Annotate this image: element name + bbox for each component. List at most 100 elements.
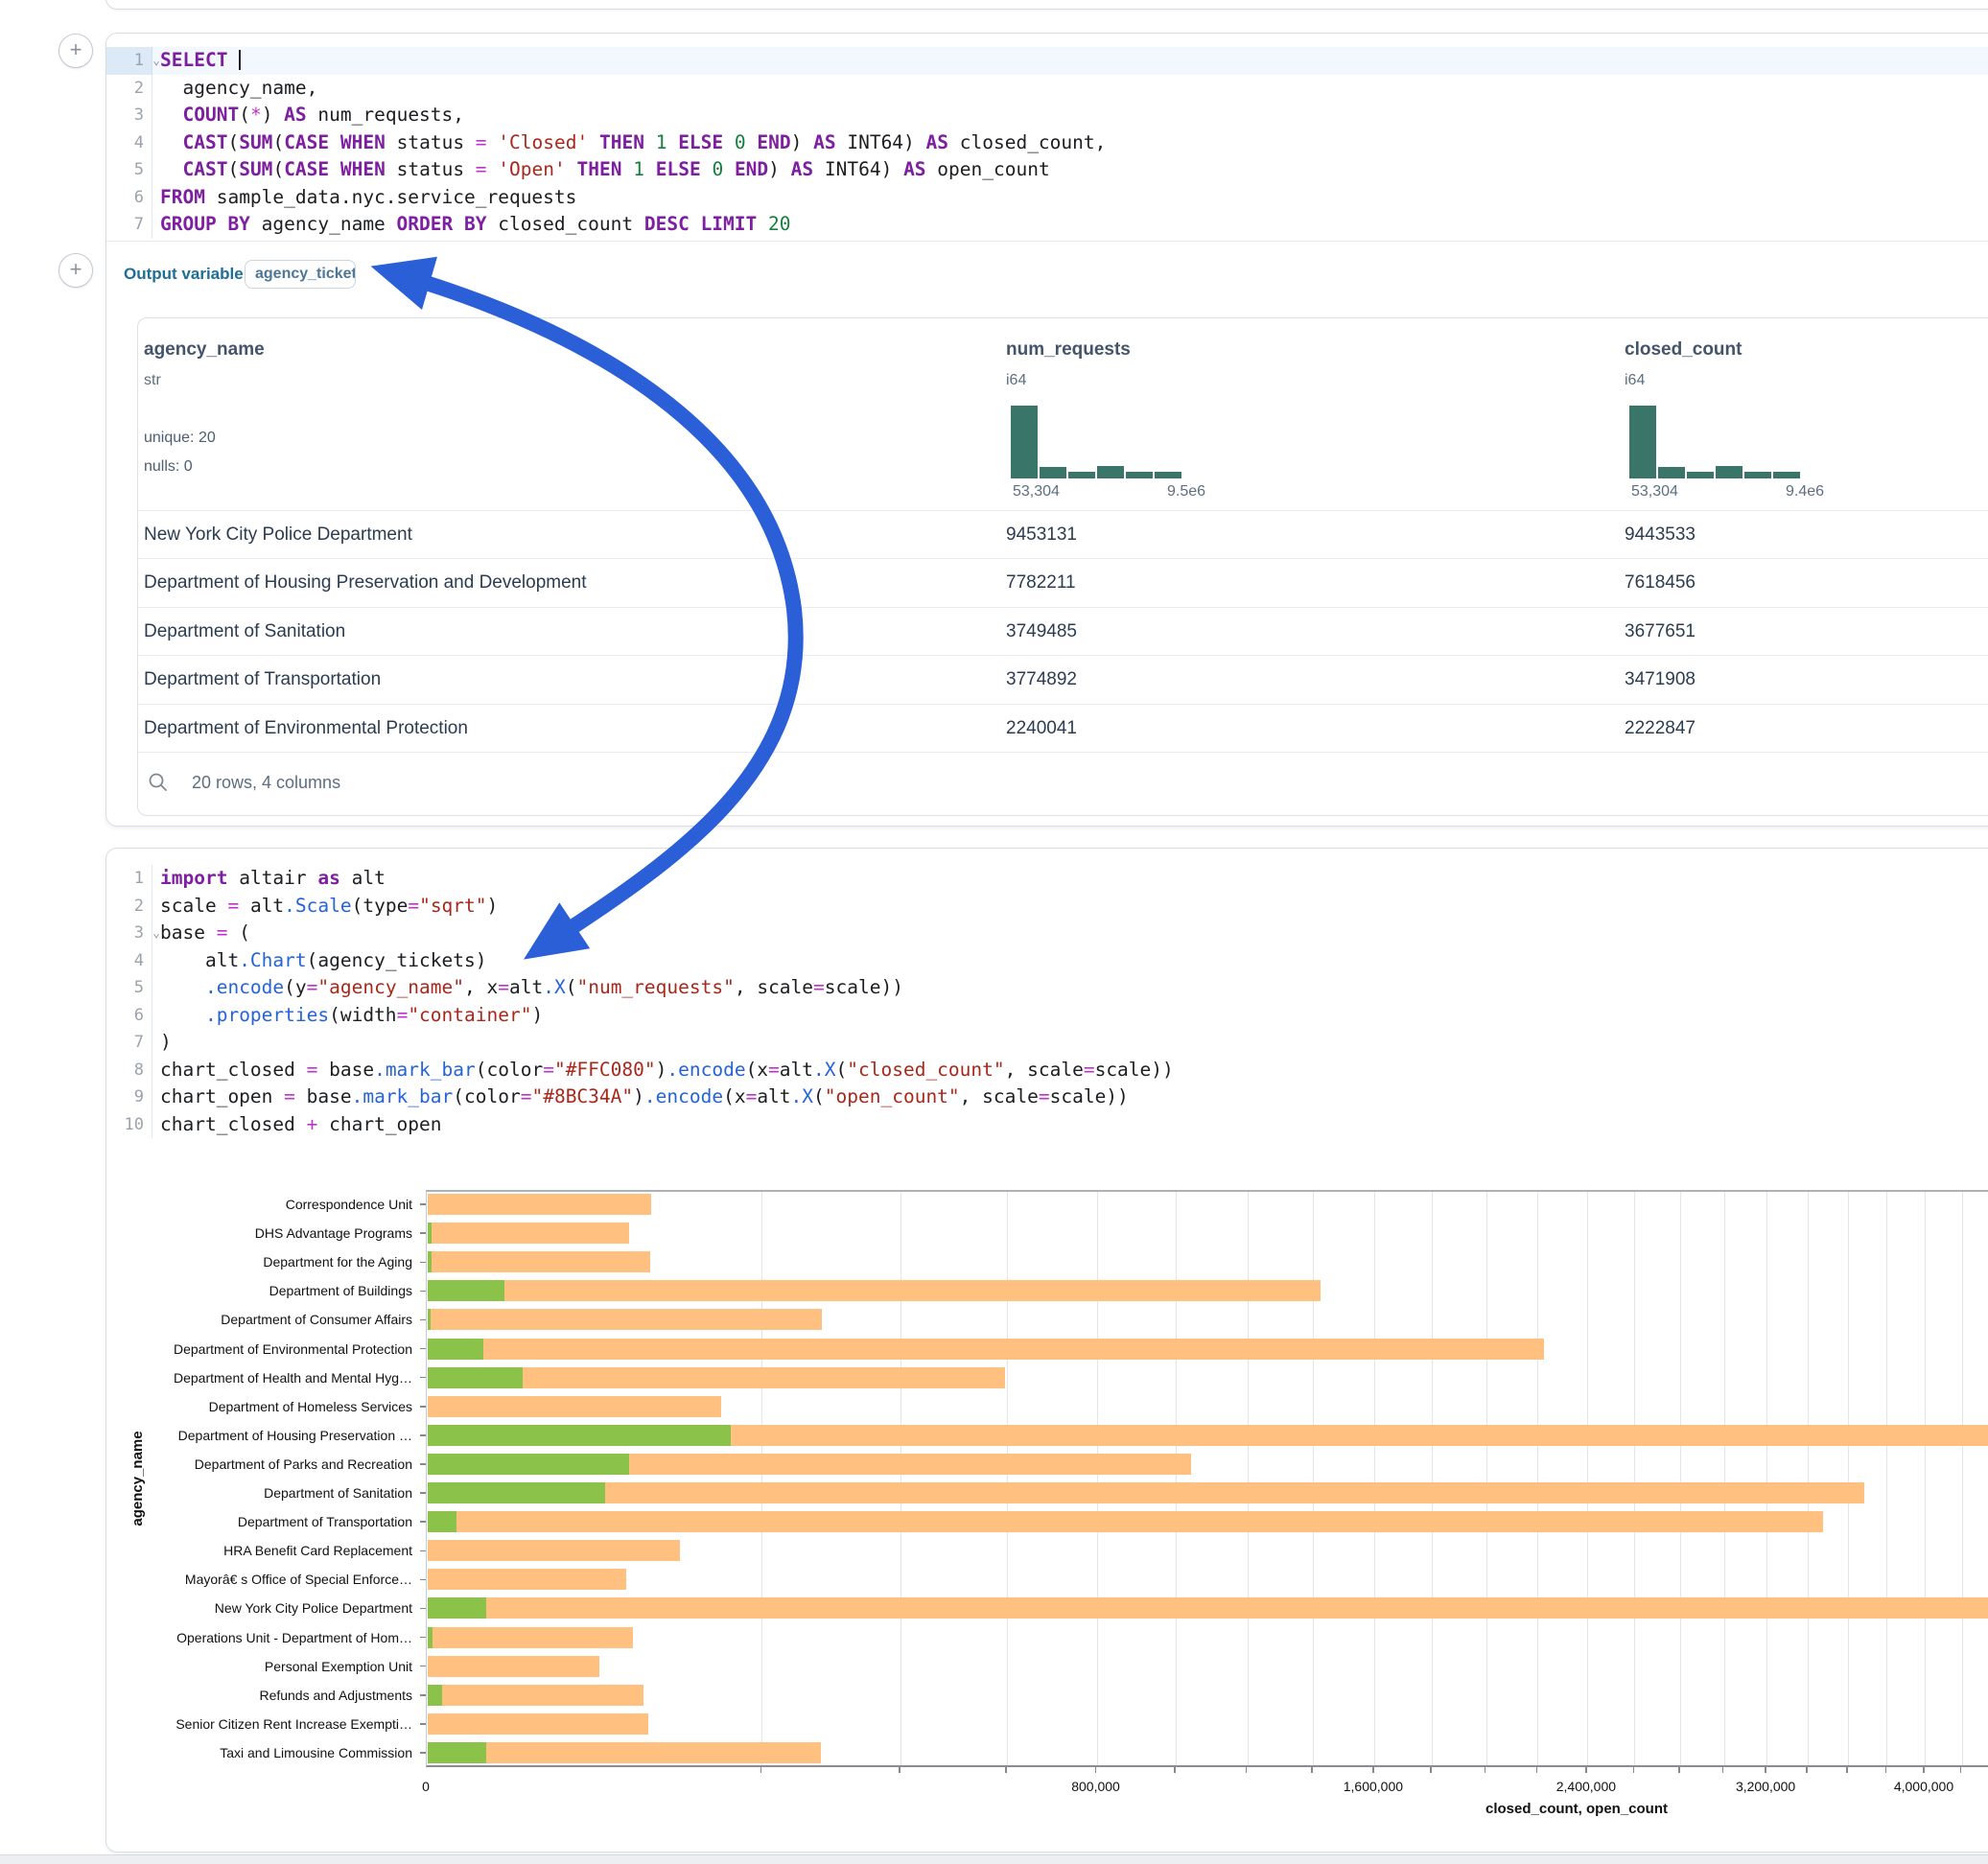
chart-plot-area (426, 1190, 1988, 1767)
code-line[interactable]: 3 ⌄ base = ( (106, 920, 1988, 947)
add-cell-button[interactable]: + (58, 34, 93, 68)
y-axis-label: New York City Police Department (214, 1600, 412, 1617)
table-row[interactable]: Department of Housing Preservation and D… (138, 558, 1988, 607)
code-line[interactable]: 4 CAST(SUM(CASE WHEN status = 'Closed' T… (106, 128, 1988, 156)
add-cell-button-2[interactable]: + (58, 253, 93, 288)
code-text: GROUP BY agency_name ORDER BY closed_cou… (160, 213, 791, 235)
column-type: i64 (1625, 372, 1646, 388)
column-header[interactable]: closed_count (1625, 339, 1742, 360)
fold-chevron-icon[interactable]: ⌄ (152, 926, 160, 941)
code-line[interactable]: 6 FROM sample_data.nyc.service_requests (106, 183, 1988, 211)
table-cell: New York City Police Department (144, 524, 412, 545)
table-cell: 3677651 (1625, 620, 1696, 641)
code-text: scale = alt.Scale(type="sqrt") (160, 894, 499, 917)
y-axis-label: Taxi and Limousine Commission (220, 1744, 412, 1760)
search-icon[interactable] (148, 772, 169, 793)
line-number: 2 (106, 892, 152, 920)
y-axis-label: Senior Citizen Rent Increase Exempti… (175, 1715, 412, 1732)
line-number: 3 ⌄ (106, 920, 160, 947)
code-line[interactable]: 4 alt.Chart(agency_tickets) (106, 946, 1988, 974)
gridline (900, 1192, 901, 1765)
open-count-bar (428, 1366, 523, 1388)
table-cell: Department of Housing Preservation and D… (144, 572, 587, 594)
line-number: 6 (106, 183, 152, 211)
table-row-count: 20 rows, 4 columns (192, 773, 341, 792)
gridline (1373, 1192, 1375, 1765)
previous-cell-edge (105, 0, 1988, 10)
code-line[interactable]: 7) (106, 1029, 1988, 1057)
line-number: 7 (106, 1029, 152, 1057)
y-axis-label: Department of Parks and Recreation (194, 1456, 412, 1472)
table-cell: Department of Sanitation (144, 620, 346, 641)
output-variable-label: Output variable: (124, 265, 249, 283)
line-number: 3 (106, 102, 152, 129)
y-axis-label: DHS Advantage Programs (254, 1225, 412, 1242)
y-axis-label: Operations Unit - Department of Hom… (176, 1629, 412, 1645)
histogram-min-label: 53,304 (1013, 483, 1060, 500)
code-line[interactable]: 9 chart_open = base.mark_bar(color="#8BC3… (106, 1083, 1988, 1111)
table-cell: 3471908 (1625, 669, 1696, 690)
histogram-bar (1068, 472, 1095, 478)
sql-cell-card: 1 ⌄ SELECT 2 agency_name, 3 COUNT(*) AS num… (105, 33, 1988, 827)
x-tick (1806, 1767, 1808, 1773)
gridline (1006, 1192, 1008, 1765)
code-line[interactable]: 2 agency_name, (106, 74, 1988, 102)
open-count-bar (428, 1482, 605, 1503)
x-axis-label: 2,400,000 (1555, 1779, 1617, 1794)
fold-chevron-icon[interactable]: ⌄ (152, 54, 160, 68)
code-line[interactable]: 5 CAST(SUM(CASE WHEN status = 'Open' THE… (106, 156, 1988, 184)
code-line[interactable]: 8 chart_closed = base.mark_bar(color="#FF… (106, 1056, 1988, 1083)
open-count-bar (428, 1597, 486, 1619)
code-line[interactable]: 6 .properties(width="container") (106, 1001, 1988, 1029)
open-count-bar (428, 1338, 483, 1360)
gridline (1886, 1192, 1888, 1765)
column-header[interactable]: agency_name (144, 339, 265, 360)
histogram-max-label: 9.4e6 (1785, 483, 1825, 500)
histogram-bar (1658, 467, 1685, 478)
closed-count-bar (428, 1395, 722, 1417)
output-variable-badge[interactable]: agency_tickets (245, 260, 356, 289)
y-axis-label: Department of Homeless Services (208, 1398, 412, 1414)
open-count-bar (428, 1684, 442, 1706)
table-row[interactable]: Department of Transportation 3774892 34719… (138, 655, 1988, 704)
x-tick (1959, 1767, 1962, 1773)
y-axis-label: Personal Exemption Unit (264, 1658, 412, 1674)
code-line[interactable]: 2 scale = alt.Scale(type="sqrt") (106, 892, 1988, 920)
x-tick (1094, 1767, 1097, 1773)
table-cell: 3749485 (1006, 620, 1077, 641)
code-line[interactable]: 10 chart_closed + chart_open (106, 1110, 1988, 1138)
python-code-editor[interactable]: 1 import altair as alt 2 scale = alt.Scale(… (106, 865, 1988, 1138)
x-axis-title: closed_count, open_count (1485, 1801, 1669, 1817)
y-tick (420, 1636, 426, 1639)
column-header[interactable]: num_requests (1006, 339, 1131, 360)
gridline (1925, 1192, 1926, 1765)
x-axis-label: 4,000,000 (1893, 1779, 1954, 1794)
histogram-bar (1097, 466, 1124, 478)
result-table: agency_name str unique: 20 nulls: 0 num_requ… (137, 317, 1988, 816)
closed-count-bar (428, 1309, 823, 1331)
histogram-min-label: 53,304 (1631, 483, 1678, 500)
table-row[interactable]: Department of Sanitation 3749485 3677651 (138, 606, 1988, 656)
line-number: 9 (106, 1083, 152, 1111)
y-axis-label: Department of Health and Mental Hyg… (173, 1369, 412, 1386)
table-row[interactable]: New York City Police Department 9453131 94… (138, 510, 1988, 559)
table-row[interactable]: Department of Environmental Protection 22… (138, 703, 1988, 753)
y-tick (420, 1521, 426, 1523)
gridline (761, 1192, 763, 1765)
x-tick (1430, 1767, 1432, 1773)
code-line[interactable]: 1 import altair as alt (106, 865, 1988, 893)
code-line[interactable]: 5 .encode(y="agency_name", x=alt.X("num_… (106, 974, 1988, 1002)
sql-code-editor[interactable]: 1 ⌄ SELECT 2 agency_name, 3 COUNT(*) AS num… (106, 47, 1988, 239)
next-cell-edge (0, 1854, 1988, 1864)
line-number: 6 (106, 1001, 152, 1029)
gridline (1485, 1192, 1487, 1765)
code-line[interactable]: 1 ⌄ SELECT (106, 47, 1988, 75)
line-number: 4 (106, 946, 152, 974)
code-line[interactable]: 7 GROUP BY agency_name ORDER BY closed_co… (106, 211, 1988, 239)
y-axis-label: Correspondence Unit (285, 1197, 412, 1213)
gridline (1176, 1192, 1177, 1765)
code-line[interactable]: 3 COUNT(*) AS num_requests, (106, 102, 1988, 129)
closed-count-bar (428, 1482, 1864, 1503)
y-axis-label: Department for the Aging (263, 1254, 412, 1270)
